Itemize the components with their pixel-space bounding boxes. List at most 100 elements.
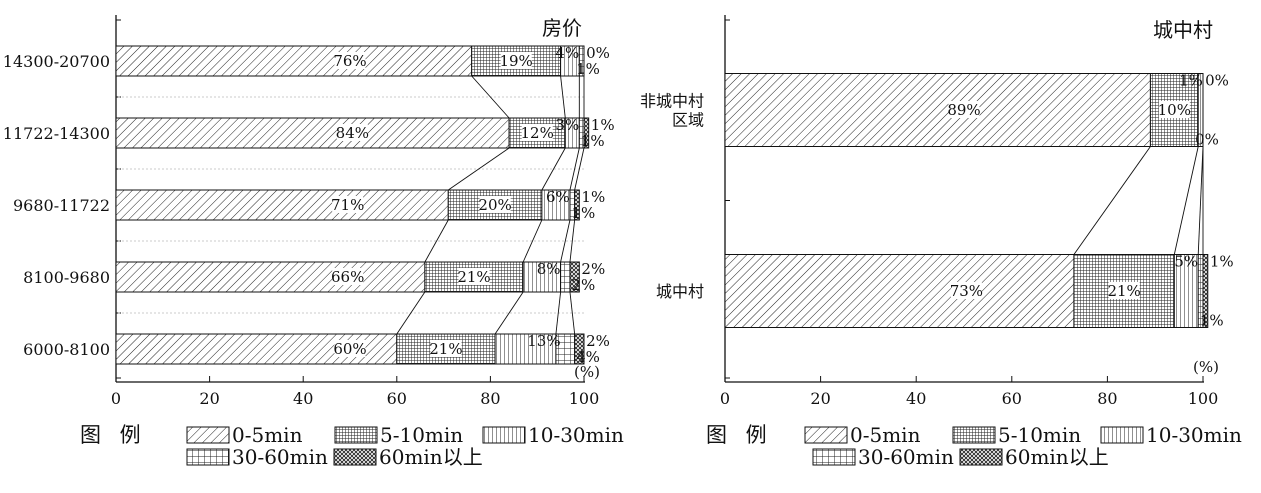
connector-line: [569, 147, 580, 191]
connector-line: [494, 291, 524, 335]
data-label: 60%: [333, 340, 366, 358]
data-label-bg: [336, 124, 368, 141]
bar-segment: [569, 261, 580, 293]
data-label-bg: [332, 196, 364, 213]
data-label: 0%: [1205, 72, 1229, 90]
data-label: 1%: [576, 60, 600, 78]
data-label: 2%: [586, 332, 610, 350]
data-label: 5%: [1174, 253, 1198, 271]
data-label-bg: [334, 340, 366, 357]
data-label: 1%: [1210, 253, 1234, 271]
data-label: 10%: [1158, 101, 1191, 119]
data-label: 71%: [331, 196, 364, 214]
legend-label: 10-30min: [528, 423, 624, 447]
legend-swatch: [186, 448, 230, 466]
data-label: 2%: [571, 276, 595, 294]
chart-title: 城中村: [1153, 18, 1213, 42]
x-tick-label: 80: [1097, 389, 1117, 408]
x-tick-label: 100: [569, 389, 600, 408]
legend-label: 30-60min: [858, 445, 954, 469]
data-label: 8%: [537, 260, 561, 278]
data-label-bg: [948, 101, 980, 118]
legend-label: 60min以上: [379, 445, 483, 469]
data-label: 19%: [499, 52, 532, 70]
legend-swatch: [959, 448, 1003, 466]
data-label: 89%: [947, 101, 980, 119]
data-label-bg: [458, 268, 490, 285]
legend-label: 30-60min: [232, 445, 328, 469]
data-label: 6%: [546, 188, 570, 206]
bar-segment: [494, 333, 557, 365]
data-label: 1%: [1200, 312, 1224, 330]
chart-panel-house-price: 0 20 40 60 80 100 房价 (%) 14300-20700 11722-14300 9…: [3, 15, 615, 408]
connector-line: [448, 147, 510, 191]
connector-line: [569, 219, 576, 263]
bar-segment: [724, 254, 1075, 328]
data-label-bg: [1108, 282, 1140, 299]
legend-swatch: [812, 448, 856, 466]
data-label: 84%: [336, 124, 369, 142]
bar-segment: [1202, 254, 1209, 328]
data-label: 4%: [555, 44, 579, 62]
data-label: 66%: [331, 268, 364, 286]
legend-label: 0-5min: [232, 423, 303, 447]
data-label: 0%: [1195, 131, 1219, 149]
x-tick-label: 60: [387, 389, 407, 408]
legend-label: 10-30min: [1146, 423, 1242, 447]
axis-unit: (%): [1193, 358, 1219, 376]
x-tick-label: 0: [720, 389, 730, 408]
connector-line: [555, 291, 562, 335]
data-label-bg: [430, 340, 462, 357]
axis-unit: (%): [574, 363, 600, 381]
category-label: 6000-8100: [23, 340, 110, 359]
connector-line: [424, 219, 449, 263]
legend-right: 图 例 0-5min 5-10min 10-30min 30-60min 60min以上: [706, 423, 1242, 469]
x-tick-label: 20: [199, 389, 219, 408]
bar-segment: [583, 117, 590, 149]
connector-line: [560, 219, 571, 263]
connector-line: [569, 291, 576, 335]
legend-swatch: [186, 426, 230, 444]
bar-segment: [115, 189, 449, 221]
data-label-bg: [332, 268, 364, 285]
x-tick-label: 20: [810, 389, 830, 408]
data-label-bg: [479, 196, 511, 213]
chart-title: 房价: [542, 16, 582, 40]
x-tick-label: 60: [1002, 389, 1022, 408]
data-label: 20%: [478, 196, 511, 214]
connector-line: [471, 75, 510, 119]
data-label: 1%: [591, 116, 615, 134]
data-label: 12%: [521, 124, 554, 142]
data-label: 21%: [457, 268, 490, 286]
legend-label: 5-10min: [998, 423, 1081, 447]
data-label-bg: [521, 124, 553, 141]
bar-segment: [541, 189, 571, 221]
bar-segment: [115, 261, 426, 293]
x-tick-label: 80: [480, 389, 500, 408]
legend-swatch: [482, 426, 526, 444]
legend-label: 60min以上: [1005, 445, 1109, 469]
data-label: 73%: [950, 282, 983, 300]
connector-line: [541, 147, 566, 191]
connector-line: [574, 147, 585, 191]
category-label: 城中村: [656, 282, 704, 301]
x-tick-label: 0: [111, 389, 121, 408]
x-tick-label: 40: [906, 389, 926, 408]
connector-line: [1197, 146, 1204, 255]
bar-segment: [574, 189, 580, 221]
legend-swatch: [1100, 426, 1144, 444]
data-label: 76%: [333, 52, 366, 70]
legend-title: 图 例: [706, 423, 773, 447]
legend-swatch: [952, 426, 996, 444]
data-label: 1%: [571, 204, 595, 222]
category-label: 14300-20700: [3, 52, 110, 71]
data-label: 13%: [527, 332, 560, 350]
data-label: 21%: [1107, 282, 1140, 300]
bar-segment: [115, 117, 510, 149]
x-tick-label: 100: [1188, 389, 1219, 408]
connector-line: [522, 219, 543, 263]
data-label: 0%: [586, 44, 610, 62]
category-label: 11722-14300: [3, 124, 110, 143]
